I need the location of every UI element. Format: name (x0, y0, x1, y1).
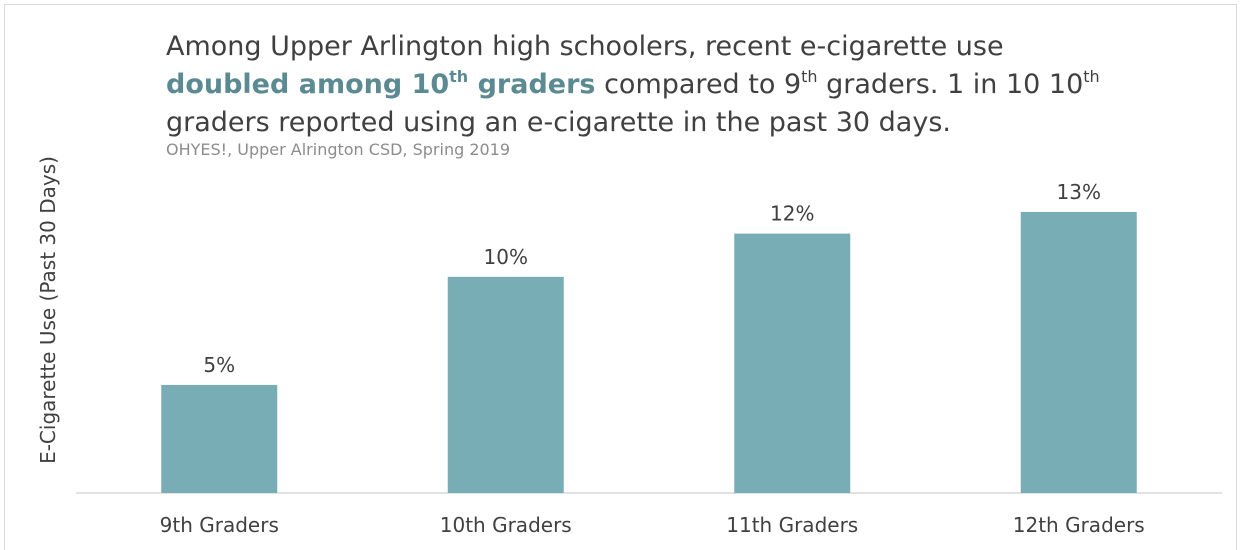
data-label-4: 13% (1057, 180, 1101, 204)
data-label-3: 12% (770, 202, 814, 226)
headline-highlight: doubled among 10th graders (166, 67, 596, 101)
x-tick-label-3: 11th Graders (726, 513, 858, 537)
bar-4 (1020, 212, 1137, 493)
bar-1 (161, 384, 278, 493)
chart-frame (4, 4, 1237, 550)
data-label-2: 10% (484, 245, 528, 269)
headline-highlight-tail: graders (468, 69, 596, 100)
x-tick-label-2: 10th Graders (440, 513, 572, 537)
x-tick-label-4: 12th Graders (1013, 513, 1145, 537)
headline-part-3: graders. 1 in 10 10 (817, 69, 1084, 100)
headline-highlight-text: doubled among 10 (166, 69, 450, 100)
chart-headline: Among Upper Arlington high schoolers, re… (166, 28, 1166, 142)
data-label-1: 5% (203, 353, 235, 377)
headline-line-3: graders reported using an e-cigarette in… (166, 107, 951, 138)
headline-highlight-sup: th (449, 67, 469, 86)
headline-part-3-sup: th (1083, 67, 1100, 86)
headline-line-1: Among Upper Arlington high schoolers, re… (166, 31, 1004, 62)
headline-part-2-sup: th (801, 67, 818, 86)
bar-2 (447, 276, 564, 493)
x-tick-label-1: 9th Graders (160, 513, 279, 537)
chart-source: OHYES!, Upper Alrington CSD, Spring 2019 (166, 140, 511, 159)
bar-3 (734, 233, 851, 493)
headline-part-2: compared to 9 (595, 69, 802, 100)
